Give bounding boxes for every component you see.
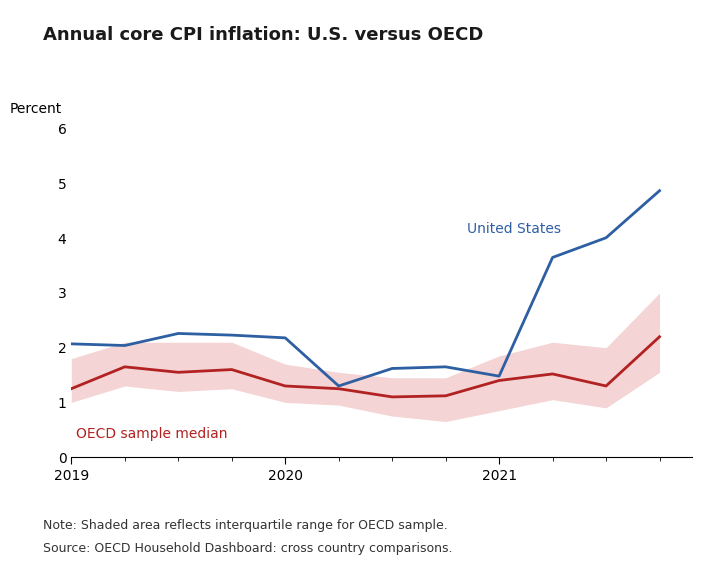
Text: United States: United States: [467, 222, 561, 236]
Text: Source: OECD Household Dashboard: cross country comparisons.: Source: OECD Household Dashboard: cross …: [43, 542, 452, 555]
Text: OECD sample median: OECD sample median: [76, 427, 227, 441]
Text: Annual core CPI inflation: U.S. versus OECD: Annual core CPI inflation: U.S. versus O…: [43, 26, 483, 45]
Text: Note: Shaded area reflects interquartile range for OECD sample.: Note: Shaded area reflects interquartile…: [43, 519, 448, 532]
Text: Percent: Percent: [9, 102, 61, 116]
